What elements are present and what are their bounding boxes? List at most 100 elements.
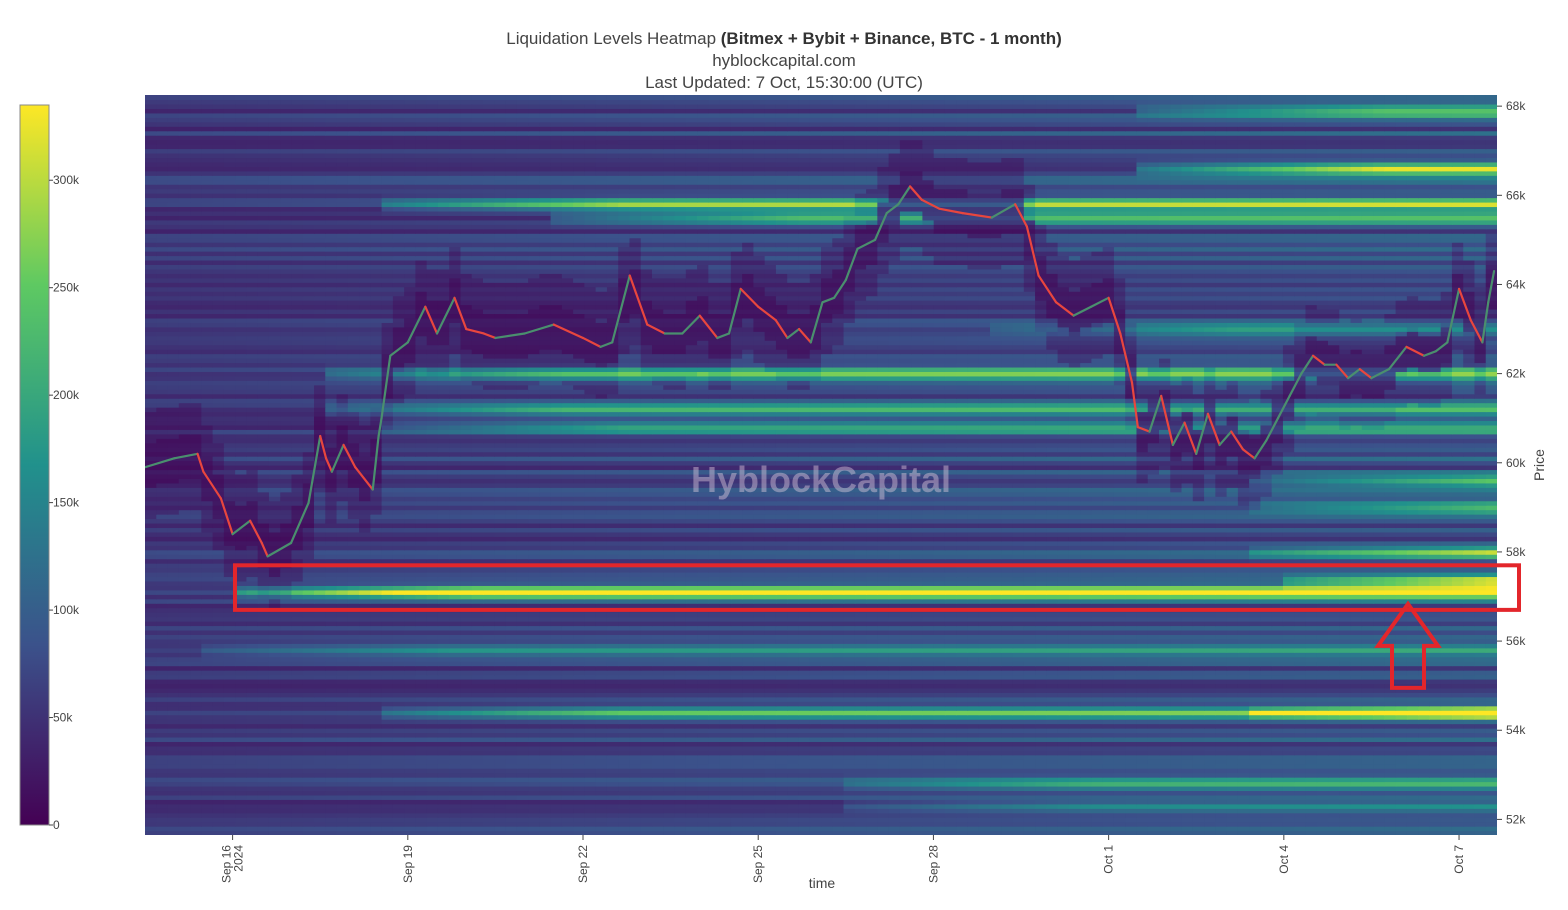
- heatmap-cell: [1294, 777, 1306, 782]
- heatmap-cell: [1193, 773, 1205, 778]
- heatmap-cell: [1227, 799, 1239, 804]
- heatmap-cell: [370, 661, 382, 666]
- heatmap-cell: [506, 831, 518, 836]
- heatmap-cell: [1058, 799, 1070, 804]
- heatmap-cell: [190, 799, 202, 804]
- heatmap-cell: [1486, 804, 1498, 809]
- heatmap-cell: [337, 728, 349, 733]
- heatmap-cell: [506, 679, 518, 684]
- heatmap-cell: [1339, 741, 1351, 746]
- heatmap-cell: [269, 831, 281, 836]
- heatmap-cell: [900, 755, 912, 760]
- heatmap-cell: [1294, 715, 1306, 720]
- heatmap-cell: [314, 768, 326, 773]
- heatmap-cell: [1474, 701, 1486, 706]
- heatmap-cell: [708, 648, 720, 653]
- heatmap-cell: [663, 648, 675, 653]
- heatmap-cell: [1283, 777, 1295, 782]
- heatmap-cell: [404, 831, 416, 836]
- heatmap-cell: [427, 683, 439, 688]
- heatmap-cell: [697, 808, 709, 813]
- heatmap-cell: [562, 768, 574, 773]
- heatmap-cell: [460, 719, 472, 724]
- heatmap-cell: [686, 755, 698, 760]
- heatmap-cell: [1407, 795, 1419, 800]
- heatmap-cell: [258, 759, 270, 764]
- heatmap-cell: [1328, 764, 1340, 769]
- heatmap-cell: [506, 808, 518, 813]
- heatmap-cell: [1080, 701, 1092, 706]
- heatmap-cell: [1260, 790, 1272, 795]
- heatmap-cell: [652, 782, 664, 787]
- heatmap-cell: [427, 652, 439, 657]
- heatmap-cell: [404, 697, 416, 702]
- heatmap-cell: [280, 764, 292, 769]
- heatmap-cell: [1474, 741, 1486, 746]
- heatmap-cell: [618, 799, 630, 804]
- heatmap-cell: [1069, 715, 1081, 720]
- heatmap-cell: [720, 697, 732, 702]
- heatmap-cell: [629, 808, 641, 813]
- heatmap-cell: [1294, 826, 1306, 831]
- heatmap-cell: [562, 657, 574, 662]
- heatmap-cell: [776, 724, 788, 729]
- heatmap-cell: [1125, 692, 1137, 697]
- heatmap-cell: [675, 799, 687, 804]
- heatmap-cell: [359, 826, 371, 831]
- heatmap-cell: [1463, 817, 1475, 822]
- heatmap-cell: [573, 777, 585, 782]
- heatmap-cell: [269, 666, 281, 671]
- heatmap-cell: [551, 697, 563, 702]
- heatmap-cell: [1351, 670, 1363, 675]
- heatmap-cell: [911, 795, 923, 800]
- heatmap-cell: [686, 804, 698, 809]
- heatmap-cell: [1463, 652, 1475, 657]
- heatmap-cell: [1260, 826, 1272, 831]
- heatmap-cell: [584, 732, 596, 737]
- heatmap-cell: [415, 688, 427, 693]
- heatmap-cell: [866, 799, 878, 804]
- heatmap-cell: [1069, 670, 1081, 675]
- heatmap-cell: [506, 670, 518, 675]
- heatmap-cell: [1339, 715, 1351, 720]
- heatmap-cell: [1339, 710, 1351, 715]
- heatmap-cell: [145, 768, 157, 773]
- heatmap-cell: [224, 768, 236, 773]
- heatmap-cell: [438, 706, 450, 711]
- heatmap-cell: [291, 764, 303, 769]
- heatmap-cell: [686, 750, 698, 755]
- heatmap-cell: [506, 804, 518, 809]
- heatmap-cell: [1091, 719, 1103, 724]
- heatmap-cell: [1058, 706, 1070, 711]
- heatmap-cell: [573, 661, 585, 666]
- heatmap-cell: [291, 826, 303, 831]
- heatmap-cell: [1024, 750, 1036, 755]
- heatmap-cell: [562, 808, 574, 813]
- heatmap-cell: [1328, 750, 1340, 755]
- heatmap-cell: [967, 831, 979, 836]
- heatmap-cell: [506, 759, 518, 764]
- heatmap-cell: [1227, 719, 1239, 724]
- heatmap-cell: [1463, 724, 1475, 729]
- heatmap-cell: [1148, 773, 1160, 778]
- heatmap-cell: [1125, 831, 1137, 836]
- heatmap-cell: [1080, 670, 1092, 675]
- heatmap-cell: [1373, 795, 1385, 800]
- heatmap-cell: [1317, 737, 1329, 742]
- heatmap-cell: [1272, 661, 1284, 666]
- heatmap-cell: [922, 746, 934, 751]
- heatmap-cell: [1035, 808, 1047, 813]
- heatmap-cell: [967, 692, 979, 697]
- heatmap-cell: [303, 768, 315, 773]
- heatmap-cell: [246, 728, 258, 733]
- heatmap-cell: [607, 759, 619, 764]
- heatmap-cell: [641, 737, 653, 742]
- heatmap-cell: [1035, 768, 1047, 773]
- heatmap-cell: [1182, 826, 1194, 831]
- heatmap-cell: [528, 799, 540, 804]
- heatmap-cell: [1159, 701, 1171, 706]
- heatmap-cell: [190, 741, 202, 746]
- heatmap-cell: [922, 697, 934, 702]
- heatmap-cell: [855, 826, 867, 831]
